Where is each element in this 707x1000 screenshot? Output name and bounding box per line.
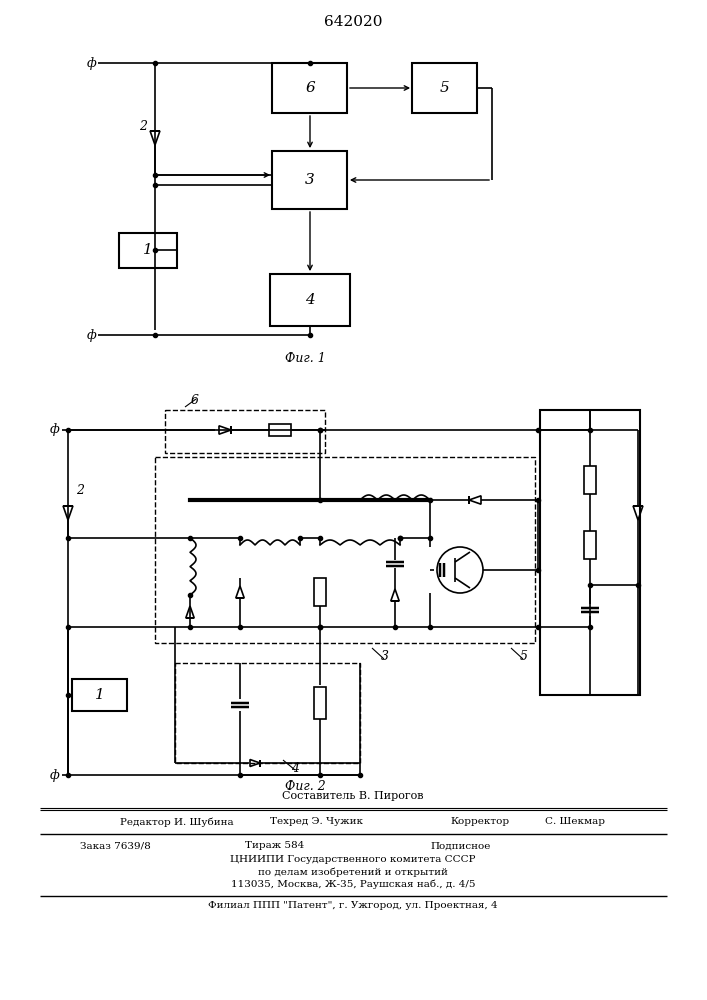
Text: Филиал ППП "Патент", г. Ужгород, ул. Проектная, 4: Филиал ППП "Патент", г. Ужгород, ул. Про… xyxy=(208,902,498,910)
Text: ЦНИИПИ Государственного комитета СССР: ЦНИИПИ Государственного комитета СССР xyxy=(230,856,476,864)
Text: по делам изобретений и открытий: по делам изобретений и открытий xyxy=(258,867,448,877)
Bar xyxy=(270,274,350,326)
Text: Составитель В. Пирогов: Составитель В. Пирогов xyxy=(282,791,423,801)
Text: Редактор И. Шубина: Редактор И. Шубина xyxy=(120,817,233,827)
Text: ф: ф xyxy=(87,328,97,342)
Text: 642020: 642020 xyxy=(324,15,382,29)
Text: Фиг. 2: Фиг. 2 xyxy=(285,780,325,794)
Text: 2: 2 xyxy=(139,119,147,132)
Text: ф: ф xyxy=(50,424,60,436)
Text: Корректор: Корректор xyxy=(450,818,509,826)
Bar xyxy=(272,151,348,209)
Bar xyxy=(272,63,348,113)
Bar xyxy=(269,424,291,436)
Bar xyxy=(314,687,326,719)
Text: Заказ 7639/8: Заказ 7639/8 xyxy=(80,842,151,850)
Text: Подписное: Подписное xyxy=(430,842,491,850)
Bar xyxy=(584,466,596,494)
Bar xyxy=(73,679,127,711)
Text: 5: 5 xyxy=(520,650,528,664)
Text: Фиг. 1: Фиг. 1 xyxy=(285,352,325,364)
Text: 5: 5 xyxy=(440,81,450,95)
Bar xyxy=(119,232,177,267)
Bar xyxy=(540,410,640,695)
Text: 4: 4 xyxy=(291,762,299,774)
Text: 3: 3 xyxy=(381,650,389,664)
Text: 3: 3 xyxy=(305,173,315,187)
Bar xyxy=(584,531,596,559)
Text: Техред Э. Чужик: Техред Э. Чужик xyxy=(270,818,363,826)
Text: 113035, Москва, Ж-35, Раушская наб., д. 4/5: 113035, Москва, Ж-35, Раушская наб., д. … xyxy=(230,879,475,889)
Text: С. Шекмар: С. Шекмар xyxy=(545,818,605,826)
Text: 6: 6 xyxy=(305,81,315,95)
Text: 2: 2 xyxy=(76,485,84,497)
Bar xyxy=(412,63,477,113)
Bar xyxy=(314,578,326,606)
Text: 1: 1 xyxy=(95,688,105,702)
Text: 6: 6 xyxy=(191,393,199,406)
Text: 4: 4 xyxy=(305,293,315,307)
Text: 1: 1 xyxy=(143,243,153,257)
Text: Тираж 584: Тираж 584 xyxy=(245,842,304,850)
Text: ф: ф xyxy=(87,56,97,70)
Text: ф: ф xyxy=(50,768,60,782)
